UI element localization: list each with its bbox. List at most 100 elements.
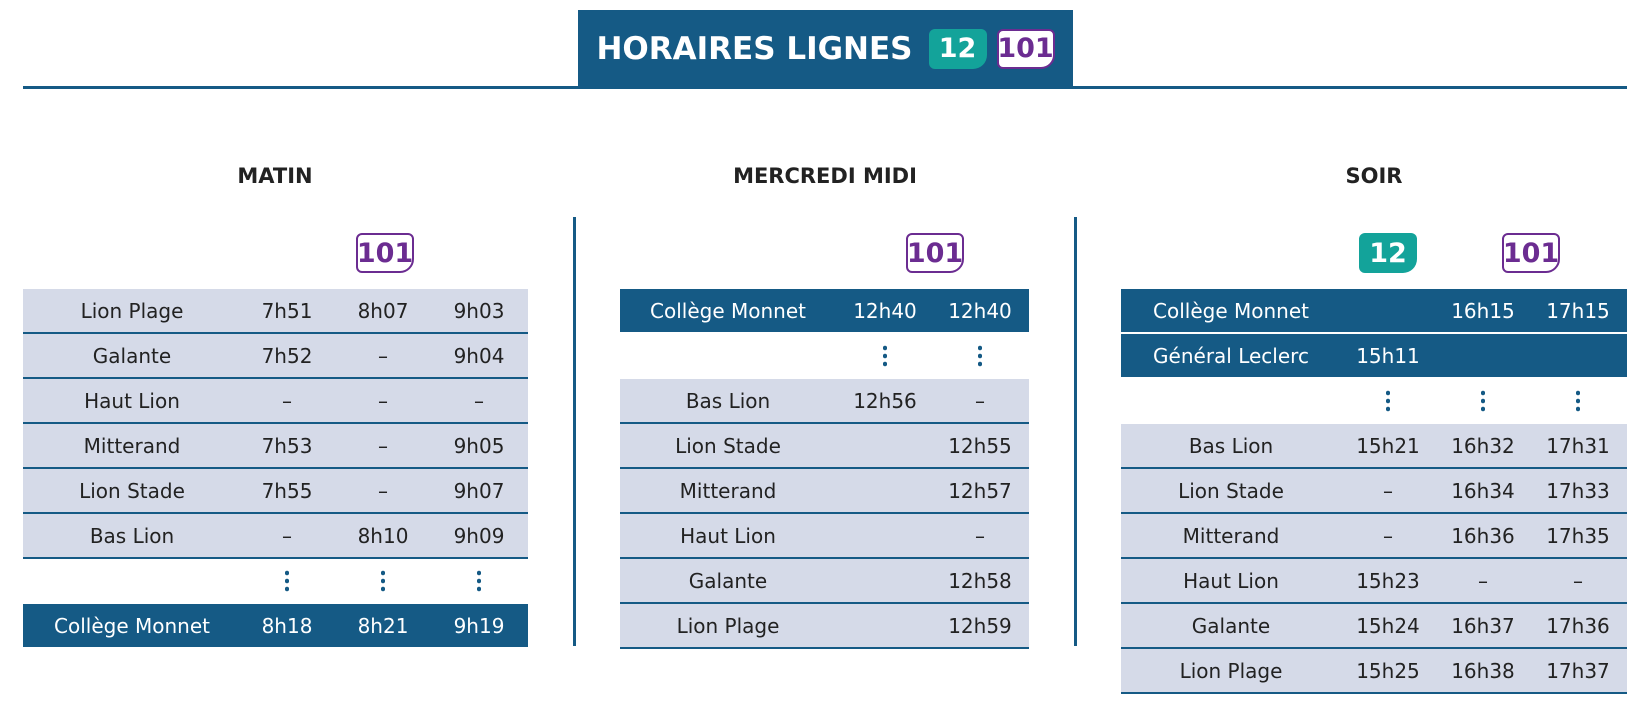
header: HORAIRES LIGNES 12 101 (578, 10, 1073, 87)
time: – (378, 434, 388, 458)
timetable-row: Mitterand 12h57 (620, 469, 1029, 514)
time: 7h52 (261, 344, 313, 368)
time: 7h53 (261, 434, 313, 458)
time: 9h19 (453, 614, 505, 638)
time: 7h51 (261, 299, 313, 323)
timetable-row: Lion Plage 12h59 (620, 604, 1029, 649)
time: 17h31 (1546, 434, 1610, 458)
stop-name: Lion Stade (79, 479, 185, 503)
time: 12h40 (948, 299, 1012, 323)
section-title: SOIR (1345, 164, 1403, 188)
stop-name: Mitterand (679, 479, 777, 503)
time: 15h23 (1356, 569, 1420, 593)
timetable-row: Galante 12h58 (620, 559, 1029, 604)
time: – (378, 344, 388, 368)
time: 12h56 (853, 389, 917, 413)
stop-name: Haut Lion (1183, 569, 1279, 593)
timetable-row: Bas Lion 15h21 16h32 17h31 (1121, 424, 1627, 469)
stop-name: Mitterand (1182, 524, 1280, 548)
dots-row (1121, 379, 1627, 422)
section-title: MATIN (237, 164, 313, 188)
stop-name: Collège Monnet (54, 614, 210, 638)
time: 12h58 (948, 569, 1012, 593)
time: – (975, 389, 985, 413)
time: – (474, 389, 484, 413)
stop-name: Bas Lion (685, 389, 771, 413)
timetable-row: Bas Lion – 8h10 9h09 (23, 514, 528, 559)
time: 16h15 (1451, 299, 1515, 323)
stop-name: Haut Lion (84, 389, 180, 413)
time: 17h15 (1546, 299, 1610, 323)
timetable-row: Haut Lion 15h23 – – (1121, 559, 1627, 604)
dots (978, 344, 982, 368)
separator (573, 217, 576, 646)
time: 12h55 (948, 434, 1012, 458)
time: 9h05 (453, 434, 505, 458)
timetable-row: Lion Plage 15h25 16h38 17h37 (1121, 649, 1627, 694)
dots (381, 569, 385, 593)
time: 16h37 (1451, 614, 1515, 638)
time: 9h04 (453, 344, 505, 368)
time: 8h18 (261, 614, 313, 638)
time: 16h36 (1451, 524, 1515, 548)
time: 7h55 (261, 479, 313, 503)
time: 16h34 (1451, 479, 1515, 503)
time: 17h33 (1546, 479, 1610, 503)
time: – (282, 389, 292, 413)
time: 17h35 (1546, 524, 1610, 548)
time: 8h21 (357, 614, 409, 638)
dots (285, 569, 289, 593)
line-badge: 101 (1502, 233, 1560, 273)
dots (1386, 389, 1390, 413)
time: – (378, 389, 388, 413)
stop-name: Lion Stade (675, 434, 781, 458)
time: 12h57 (948, 479, 1012, 503)
stop-name: Galante (1191, 614, 1271, 638)
stop-name: Collège Monnet (650, 299, 806, 323)
time: – (1478, 569, 1488, 593)
timetable-row: Haut Lion – – – (23, 379, 528, 424)
timetable-row: Lion Stade 7h55 – 9h07 (23, 469, 528, 514)
time: 9h07 (453, 479, 505, 503)
timetable-row: Lion Plage 7h51 8h07 9h03 (23, 289, 528, 334)
stop-name: Lion Plage (1179, 659, 1283, 683)
timetable-row: Général Leclerc 15h11 (1121, 334, 1627, 379)
header-rule (23, 86, 1627, 89)
stop-name: Haut Lion (680, 524, 776, 548)
timetable-row: Lion Stade – 16h34 17h33 (1121, 469, 1627, 514)
time: – (378, 479, 388, 503)
timetable-row: Collège Monnet 8h18 8h21 9h19 (23, 604, 528, 649)
line-badge: 101 (906, 233, 964, 273)
time: – (975, 524, 985, 548)
dots (883, 344, 887, 368)
time: 15h24 (1356, 614, 1420, 638)
timetable-row: Lion Stade 12h55 (620, 424, 1029, 469)
stop-name: Galante (688, 569, 768, 593)
time: 9h03 (453, 299, 505, 323)
dots-row (23, 559, 528, 602)
time: 16h38 (1451, 659, 1515, 683)
timetable-row: Bas Lion 12h56 – (620, 379, 1029, 424)
dots (477, 569, 481, 593)
line-badge: 12 (928, 28, 987, 69)
header-title: HORAIRES LIGNES (596, 30, 913, 67)
dots-row (620, 334, 1029, 377)
timetable-row: Collège Monnet 12h40 12h40 (620, 289, 1029, 334)
time: 17h36 (1546, 614, 1610, 638)
time: 15h21 (1356, 434, 1420, 458)
timetable-row: Haut Lion – (620, 514, 1029, 559)
stop-name: Collège Monnet (1153, 299, 1309, 323)
stop-name: Lion Plage (676, 614, 780, 638)
dots (1481, 389, 1485, 413)
line-badge: 12 (1359, 233, 1417, 273)
timetable-row: Galante 15h24 16h37 17h36 (1121, 604, 1627, 649)
time: – (282, 524, 292, 548)
stop-name: Bas Lion (1188, 434, 1274, 458)
time: 15h25 (1356, 659, 1420, 683)
timetable-row: Mitterand 7h53 – 9h05 (23, 424, 528, 469)
stop-name: Lion Stade (1178, 479, 1284, 503)
dots (1576, 389, 1580, 413)
stop-name: Bas Lion (89, 524, 175, 548)
time: 17h37 (1546, 659, 1610, 683)
